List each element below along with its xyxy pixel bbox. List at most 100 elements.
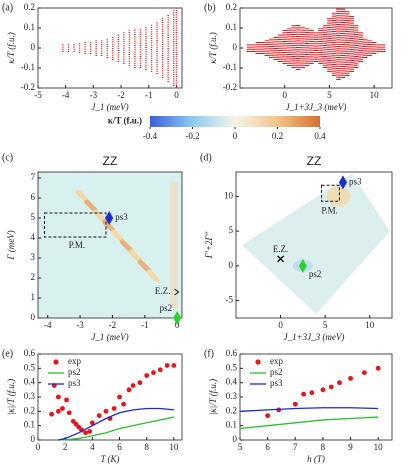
x-tick-label: -5 <box>34 90 42 100</box>
point <box>60 406 65 411</box>
y-tick-label: 0.2 <box>24 405 35 415</box>
y-tick-label: 0.4 <box>24 377 36 387</box>
heatmap-streak <box>146 269 160 283</box>
panel-title: ZZ <box>307 154 322 168</box>
y-tick-label: 10 <box>224 190 234 200</box>
line <box>239 407 379 412</box>
arrow <box>174 288 180 296</box>
annotation: P.M. <box>321 206 338 216</box>
panel-label: (f) <box>204 348 214 359</box>
x-tick-label: 10 <box>370 90 380 100</box>
x-tick-label: -2 <box>109 320 117 330</box>
y-tick-label: 0.4 <box>226 377 238 387</box>
point <box>338 175 347 190</box>
y-tick-label: 0.6 <box>24 348 36 358</box>
panel-label: (d) <box>200 152 212 163</box>
y-tick-label: 5 <box>31 212 36 222</box>
point <box>320 387 326 393</box>
y-axis-label: κ/T (f.u.) <box>208 32 218 63</box>
x-axis-label: J_1 (meV) <box>91 102 128 112</box>
y-tick-label: 0.2 <box>226 2 237 12</box>
y-tick-label: 0.1 <box>226 22 237 32</box>
y-tick-label: 0.1 <box>24 420 35 430</box>
y-tick-label: 7 <box>31 172 36 182</box>
annotation: E.Z. <box>155 286 171 296</box>
x-axis-label: J_1+3J_3 (meV) <box>286 102 347 112</box>
y-axis-label: Γ (meV) <box>6 230 16 260</box>
x-tick-label: 8 <box>144 442 149 452</box>
point <box>105 211 114 225</box>
y-tick-label: 0.2 <box>24 2 35 12</box>
y-tick-label: 0.5 <box>226 362 238 372</box>
plot-frame <box>37 7 183 89</box>
y-tick-label: 0 <box>31 434 36 444</box>
point <box>83 430 88 436</box>
x-tick-label: 10 <box>169 442 179 452</box>
y-tick-label: 0.3 <box>24 391 36 401</box>
y-tick-label: 0.1 <box>24 22 35 32</box>
x-tick-label: 6 <box>117 442 122 452</box>
x-tick-label: 9 <box>348 442 353 452</box>
line <box>239 416 379 430</box>
point <box>55 394 61 400</box>
heatmap-streak <box>84 199 98 213</box>
y-tick-label: 2 <box>31 272 36 282</box>
y-tick-label: 3 <box>31 252 36 262</box>
panel-title: ZZ <box>103 154 118 168</box>
colorbar <box>150 116 320 127</box>
y-axis-label: Γ′+2Γ″ <box>204 231 214 259</box>
y-tick-label: 1 <box>31 292 36 302</box>
y-tick-label: 0.5 <box>24 362 36 372</box>
y-tick-label: 0 <box>233 42 238 52</box>
point <box>328 384 334 390</box>
point <box>298 258 307 273</box>
annotation: P.M. <box>69 240 86 250</box>
tick-label: -0.2 <box>185 131 199 141</box>
y-tick-label: 0.2 <box>226 405 237 415</box>
point <box>137 380 143 386</box>
heatmap-bg <box>242 174 390 314</box>
x-tick-label: 6 <box>265 442 270 452</box>
x-tick-label: 5 <box>238 442 243 452</box>
x-axis-label: J_1+3J_3 (meV) <box>284 332 345 342</box>
x-tick-label: -3 <box>76 320 84 330</box>
x-tick-label: -1 <box>145 90 153 100</box>
point <box>292 401 298 407</box>
point-label: ps3 <box>115 212 128 222</box>
region-box <box>321 184 340 202</box>
x-tick-label: 0 <box>278 320 283 330</box>
line <box>58 416 174 441</box>
x-tick-label: 4 <box>90 442 95 452</box>
plot-frame <box>37 171 183 319</box>
point <box>121 401 126 407</box>
x-tick-label: -2 <box>117 90 125 100</box>
heatmap-streak <box>170 182 178 308</box>
point-label: ps3 <box>349 176 362 186</box>
plot-frame <box>235 171 393 319</box>
heatmap-streak <box>75 189 89 203</box>
x-tick-label: -4 <box>44 320 52 330</box>
point <box>375 365 381 371</box>
x-tick-label: 5 <box>323 320 328 330</box>
point <box>171 363 177 368</box>
point <box>55 408 61 414</box>
y-tick-label: -0.1 <box>223 62 237 72</box>
point-label: ps2 <box>309 269 322 279</box>
point <box>277 255 285 263</box>
y-tick-label: -0.1 <box>21 62 35 72</box>
y-tick-label: 0 <box>31 42 36 52</box>
x-axis-label: J_1 (meV) <box>91 332 128 342</box>
heatmap-streak <box>111 229 125 243</box>
point <box>361 370 367 376</box>
tick-label: -0.4 <box>143 131 158 141</box>
x-tick-label: 0 <box>282 90 287 100</box>
legend-label: exp <box>270 356 283 366</box>
point <box>87 429 93 434</box>
y-axis-label: |κ|/T (f.u.) <box>6 379 16 415</box>
point <box>130 383 136 388</box>
point <box>164 363 170 368</box>
x-tick-label: 10 <box>365 320 375 330</box>
y-tick-label: 0.3 <box>226 391 238 401</box>
x-axis-label: T (K) <box>100 454 119 464</box>
point-label: ps2 <box>160 303 173 313</box>
